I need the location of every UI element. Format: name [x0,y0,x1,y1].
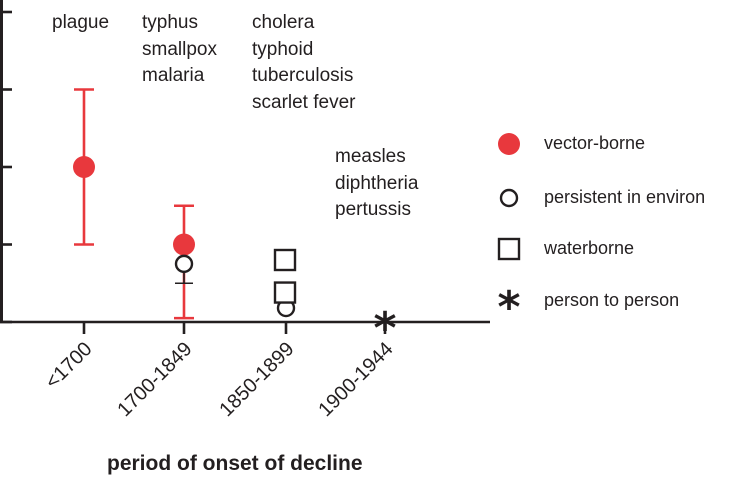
legend-marker-person-to-person: * [497,282,520,333]
legend-marker-waterborne [497,237,521,261]
annotation-line: plague [52,12,110,33]
error-bars [74,88,194,320]
annotation-line: malaria [142,65,205,86]
point-vector-borne [73,156,95,178]
legend-marker-persistent-in-environ [499,188,519,208]
annotation-plague: plague [52,10,109,37]
annotation-line: smallpox [142,38,217,60]
annotation-line: pertussis [335,199,412,220]
x-ticks [82,322,387,334]
x-tick-label: 1700-1849 [113,338,196,421]
legend-markers: * [497,133,521,333]
x-tick-labels: <1700 1700-1849 1850-1899 1900-1944 [41,338,397,421]
x-tick-label: <1700 [41,338,96,393]
annotation-1900-1944: measles diphtheria pertussis [335,144,418,224]
legend-label-vector-borne: vector-borne [544,133,646,153]
annotation-line: diphtheria [335,172,419,194]
annotation-1700-1849: typhus smallpox malaria [142,10,217,90]
legend-label-persistent: persistent in environ [544,187,706,207]
legend-marker-vector-borne [498,133,520,155]
annotation-line: scarlet fever [252,91,356,113]
point-vector-borne [173,233,195,256]
annotation-line: cholera [252,12,315,33]
point-waterborne [273,248,297,272]
axes [0,0,490,324]
point-waterborne [273,281,297,304]
x-axis-title: period of onset of decline [107,452,363,475]
x-tick-label: 1850-1899 [215,338,298,421]
annotation-line: typhoid [252,38,314,60]
data-points: * [73,156,397,354]
annotation-line: tuberculosis [252,65,354,86]
annotation-line: typhus [142,12,198,33]
legend-label-waterborne: waterborne [544,238,635,258]
annotation-line: measles [335,146,406,167]
annotation-1850-1899: cholera typhoid tuberculosis scarlet fev… [252,10,355,116]
point-persistent-in-environ [174,254,194,274]
legend-label-person-to-person: person to person [544,290,680,310]
point-person-to-person: * [373,303,396,354]
